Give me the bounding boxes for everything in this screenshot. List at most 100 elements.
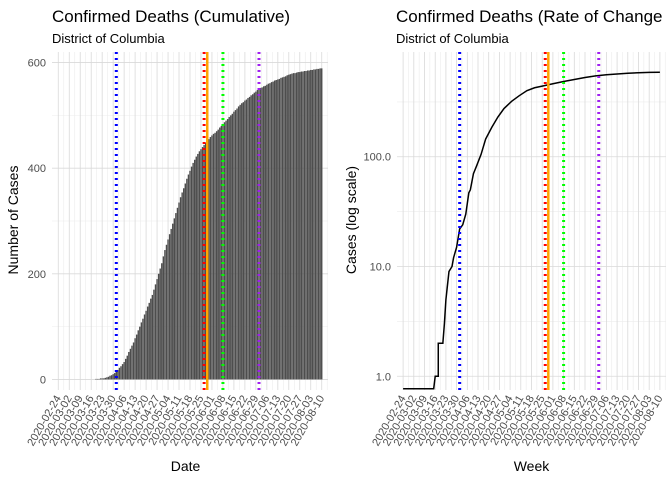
bar <box>283 76 285 380</box>
bar <box>233 111 235 380</box>
bar <box>131 345 133 380</box>
bar <box>112 374 114 380</box>
bar <box>95 378 97 380</box>
reference-lines <box>458 52 601 390</box>
bar <box>319 68 321 380</box>
y-tick-label: 200 <box>28 269 46 281</box>
bar <box>115 371 118 380</box>
bar <box>187 174 190 380</box>
y-tick-label: 100.0 <box>363 152 391 164</box>
bar <box>294 73 296 380</box>
bar <box>225 120 227 380</box>
bar <box>208 139 210 380</box>
bar <box>212 133 215 380</box>
bar <box>295 72 298 380</box>
bar <box>104 377 107 380</box>
bar <box>220 125 223 380</box>
bar <box>255 91 257 380</box>
bar <box>297 72 299 380</box>
bar <box>261 87 263 380</box>
bar <box>215 131 218 380</box>
bar <box>178 202 180 380</box>
bar <box>289 74 292 380</box>
chart-subtitle: District of Columbia <box>52 31 165 46</box>
bar <box>124 358 127 380</box>
bar <box>200 149 202 380</box>
bar <box>303 71 306 380</box>
bar-series <box>95 68 323 380</box>
chart-subtitle: District of Columbia <box>396 31 509 46</box>
bar <box>189 170 191 380</box>
bar <box>109 375 111 380</box>
y-axis-label: Cases (log scale) <box>343 166 359 274</box>
bar <box>280 77 282 380</box>
bar <box>195 156 197 380</box>
bar <box>162 256 165 380</box>
bar <box>170 228 172 380</box>
bar <box>252 94 254 380</box>
bar <box>219 127 221 380</box>
bar <box>259 87 262 380</box>
bar <box>242 102 245 380</box>
bar <box>139 326 141 380</box>
rate-of-change-chart-panel: Confirmed Deaths (Rate of Change Distric… <box>343 7 666 474</box>
x-axis-label: Week <box>514 458 551 474</box>
y-ticks: 1.0 10.0 100.0 <box>363 152 391 384</box>
bar <box>145 310 147 380</box>
bar <box>302 71 304 380</box>
bar <box>269 83 271 380</box>
bar <box>106 377 108 380</box>
bar <box>256 90 259 380</box>
chart-title: Confirmed Deaths (Cumulative) <box>52 7 290 26</box>
bar <box>278 78 281 380</box>
bar <box>148 302 150 380</box>
cumulative-chart-panel: Confirmed Deaths (Cumulative) District o… <box>5 7 328 474</box>
bar <box>267 83 270 380</box>
bar <box>239 104 241 380</box>
bar <box>192 162 194 380</box>
bar <box>209 137 212 380</box>
y-tick-label: 1.0 <box>376 371 391 383</box>
x-ticks: 2020-02-242020-03-022020-03-092020-03-16… <box>25 394 327 449</box>
bar <box>291 73 293 380</box>
bar <box>134 338 136 380</box>
bar <box>275 79 277 380</box>
y-axis-label: Number of Cases <box>5 166 21 275</box>
bar <box>270 82 273 380</box>
bar <box>300 71 303 380</box>
bar <box>193 159 196 380</box>
bar <box>142 318 144 380</box>
bar <box>266 84 268 380</box>
bar <box>114 373 116 380</box>
bar <box>157 273 160 380</box>
bar <box>237 106 240 380</box>
bar <box>96 378 99 380</box>
bar <box>211 135 213 380</box>
bar <box>159 268 161 380</box>
bar <box>143 314 146 380</box>
bar <box>186 178 188 380</box>
bar <box>299 72 301 380</box>
bar <box>179 197 182 380</box>
bar <box>140 322 143 380</box>
bar <box>321 68 323 380</box>
y-tick-label: 400 <box>28 163 46 175</box>
bar <box>183 188 185 380</box>
bar <box>317 68 320 380</box>
bar <box>204 142 207 380</box>
bar <box>128 351 130 380</box>
bar <box>98 378 100 380</box>
bar <box>168 234 171 380</box>
bar <box>121 364 124 380</box>
bar <box>99 378 102 380</box>
bar <box>201 147 204 380</box>
bar <box>248 96 251 380</box>
bar <box>247 97 249 380</box>
bar <box>288 74 290 380</box>
bar <box>226 119 229 380</box>
bar <box>305 71 307 380</box>
bar <box>306 70 309 380</box>
bar <box>103 378 105 380</box>
bar <box>313 69 315 380</box>
